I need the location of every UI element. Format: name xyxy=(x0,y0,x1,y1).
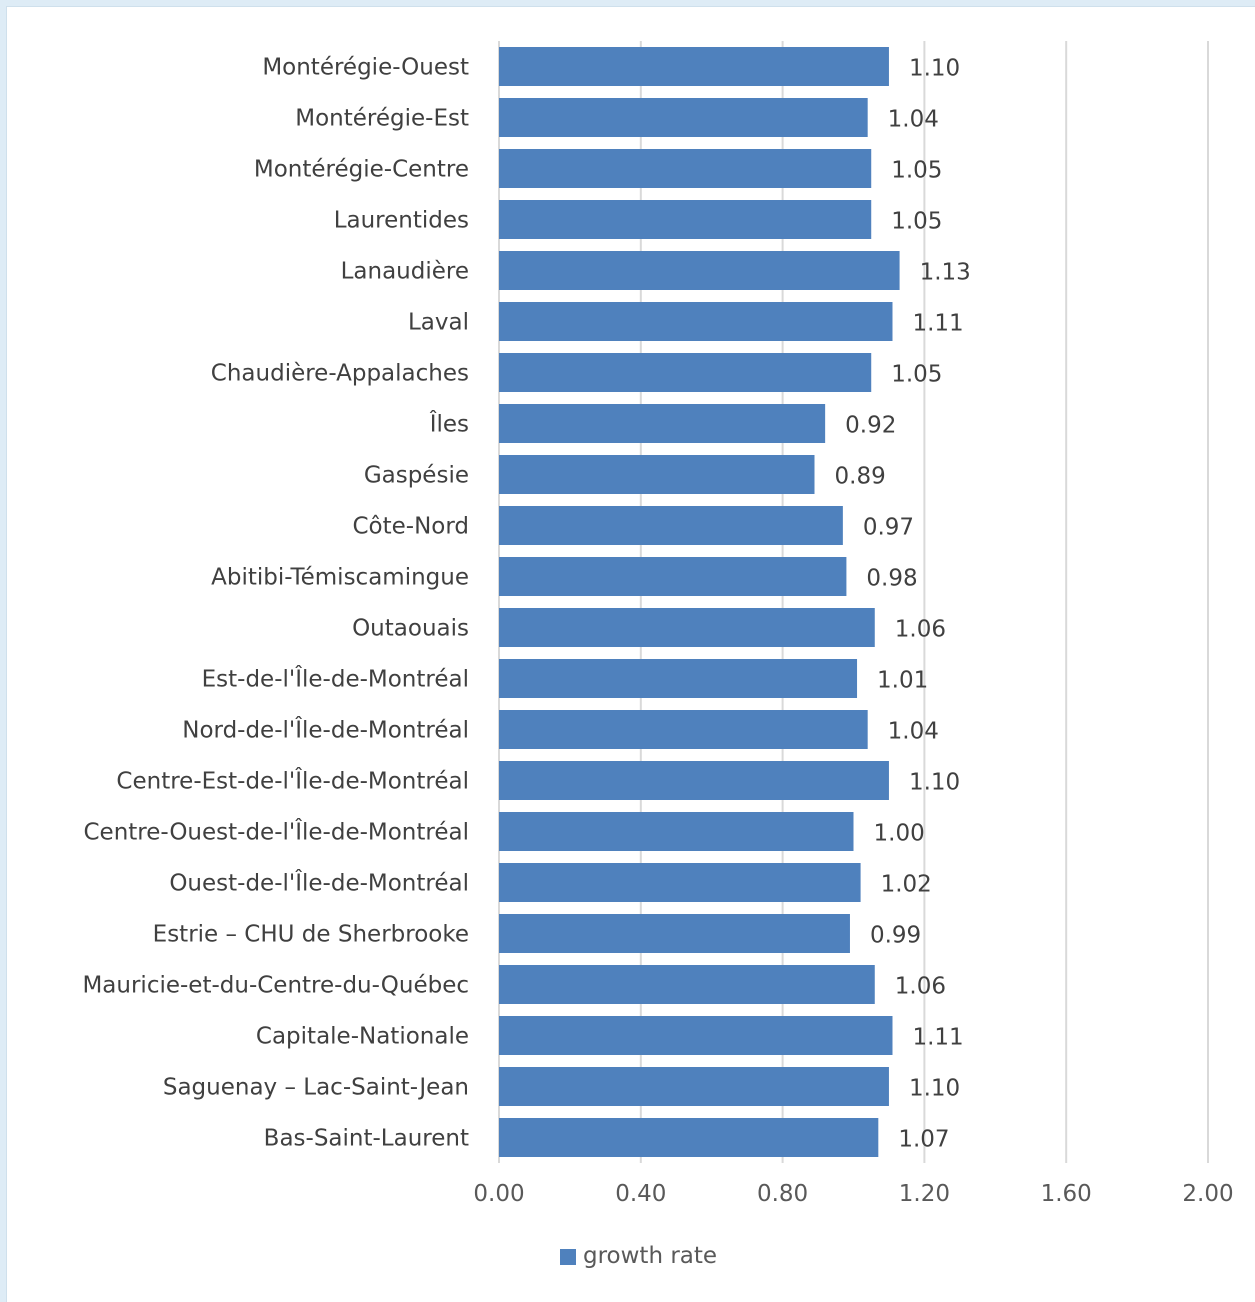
category-label: Estrie – CHU de Sherbrooke xyxy=(153,922,469,948)
x-tick-label: 0.40 xyxy=(615,1181,666,1207)
bar xyxy=(499,1016,893,1055)
bar xyxy=(499,557,847,596)
bar xyxy=(499,404,826,443)
value-label: 0.98 xyxy=(866,566,917,592)
value-label: 0.99 xyxy=(870,923,921,949)
bar xyxy=(499,302,893,341)
bar xyxy=(499,506,843,545)
category-labels: Montérégie-Ouest Montérégie-Est Montérégie… xyxy=(82,55,469,1152)
bar xyxy=(499,608,875,647)
bar xyxy=(499,761,889,800)
category-label: Est-de-l'Île-de-Montréal xyxy=(202,665,469,693)
category-label: Îles xyxy=(429,410,469,438)
x-tick-label: 1.60 xyxy=(1041,1181,1092,1207)
value-label: 1.05 xyxy=(891,209,942,235)
bar xyxy=(499,659,858,698)
bar xyxy=(499,812,854,851)
legend-swatch xyxy=(560,1249,576,1265)
bar xyxy=(499,1118,879,1157)
value-label: 1.04 xyxy=(888,107,939,133)
value-label: 1.05 xyxy=(891,158,942,184)
bars xyxy=(499,47,900,1157)
category-label: Gaspésie xyxy=(364,463,469,489)
bar xyxy=(499,353,872,392)
value-label: 1.00 xyxy=(874,821,925,847)
bar xyxy=(499,149,872,188)
bar xyxy=(499,863,861,902)
value-label: 1.04 xyxy=(888,719,939,745)
category-label: Lanaudière xyxy=(341,259,469,285)
bar xyxy=(499,710,868,749)
category-label: Abitibi-Témiscamingue xyxy=(211,565,469,591)
value-label: 1.11 xyxy=(912,1025,963,1051)
value-label: 0.97 xyxy=(863,515,914,541)
x-tick-label: 0.80 xyxy=(757,1181,808,1207)
category-label: Bas-Saint-Laurent xyxy=(264,1126,469,1152)
category-label: Capitale-Nationale xyxy=(256,1024,469,1050)
category-label: Montérégie-Centre xyxy=(254,157,469,183)
category-label: Outaouais xyxy=(352,616,469,642)
bar xyxy=(499,965,875,1004)
legend-label: growth rate xyxy=(583,1243,717,1269)
bar xyxy=(499,200,872,239)
value-label: 1.05 xyxy=(891,362,942,388)
value-label: 0.92 xyxy=(845,413,896,439)
category-label: Chaudière-Appalaches xyxy=(211,361,469,387)
value-label: 1.11 xyxy=(912,311,963,337)
bar xyxy=(499,251,900,290)
category-label: Laval xyxy=(408,310,469,336)
bar xyxy=(499,98,868,137)
category-label: Ouest-de-l'Île-de-Montréal xyxy=(169,869,469,897)
bar xyxy=(499,455,815,494)
bar-chart: Montérégie-Ouest Montérégie-Est Montérégie… xyxy=(82,41,1234,1269)
bar xyxy=(499,1067,889,1106)
value-labels: 1.10 1.04 1.05 1.05 1.13 1.11 1.05 0.92 0.89 0.97… xyxy=(835,56,971,1153)
value-label: 1.02 xyxy=(881,872,932,898)
category-label: Saguenay – Lac-Saint-Jean xyxy=(163,1075,469,1101)
x-tick-label: 2.00 xyxy=(1182,1181,1233,1207)
chart-frame: Montérégie-Ouest Montérégie-Est Montérégie… xyxy=(6,6,1255,1302)
category-label: Côte-Nord xyxy=(352,514,469,540)
legend: growth rate xyxy=(560,1243,717,1269)
category-label: Nord-de-l'Île-de-Montréal xyxy=(182,716,469,744)
value-label: 0.89 xyxy=(835,464,886,490)
category-label: Montérégie-Est xyxy=(295,106,469,132)
value-label: 1.06 xyxy=(895,974,946,1000)
category-label: Montérégie-Ouest xyxy=(262,55,469,81)
value-label: 1.07 xyxy=(898,1127,949,1153)
value-label: 1.01 xyxy=(877,668,928,694)
x-tick-label: 0.00 xyxy=(473,1181,524,1207)
category-label: Centre-Ouest-de-l'Île-de-Montréal xyxy=(83,818,469,846)
category-label: Centre-Est-de-l'Île-de-Montréal xyxy=(116,767,469,795)
value-label: 1.10 xyxy=(909,1076,960,1102)
value-label: 1.06 xyxy=(895,617,946,643)
value-label: 1.10 xyxy=(909,770,960,796)
bar xyxy=(499,47,889,86)
category-label: Laurentides xyxy=(334,208,469,234)
x-tick-labels: 0.00 0.40 0.80 1.20 1.60 2.00 xyxy=(473,1181,1233,1207)
value-label: 1.10 xyxy=(909,56,960,82)
value-label: 1.13 xyxy=(920,260,971,286)
bar xyxy=(499,914,850,953)
x-tick-label: 1.20 xyxy=(899,1181,950,1207)
category-label: Mauricie-et-du-Centre-du-Québec xyxy=(82,973,469,999)
